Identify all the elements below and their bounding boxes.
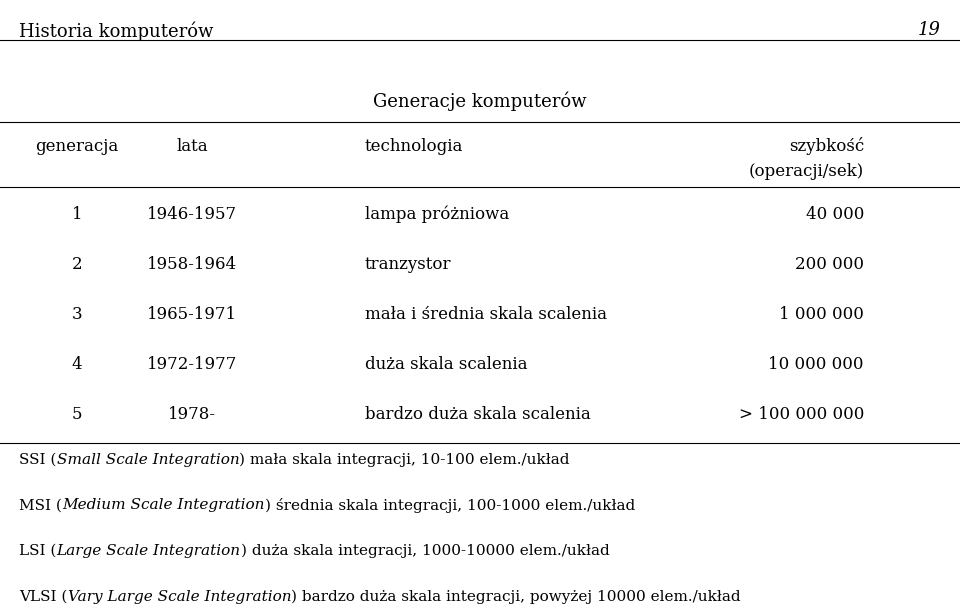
Text: Historia komputerów: Historia komputerów bbox=[19, 21, 213, 41]
Text: 1 000 000: 1 000 000 bbox=[780, 306, 864, 323]
Text: 1978-: 1978- bbox=[168, 406, 216, 423]
Text: ) bardzo duża skala integracji, powyżej 10000 elem./układ: ) bardzo duża skala integracji, powyżej … bbox=[291, 590, 741, 604]
Text: 40 000: 40 000 bbox=[805, 206, 864, 223]
Text: 1: 1 bbox=[71, 206, 83, 223]
Text: Medium Scale Integration: Medium Scale Integration bbox=[62, 499, 265, 512]
Text: 1972-1977: 1972-1977 bbox=[147, 356, 237, 373]
Text: duża skala scalenia: duża skala scalenia bbox=[365, 356, 527, 373]
Text: bardzo duża skala scalenia: bardzo duża skala scalenia bbox=[365, 406, 590, 423]
Text: LSI (: LSI ( bbox=[19, 544, 57, 558]
Text: lata: lata bbox=[177, 138, 207, 155]
Text: 4: 4 bbox=[71, 356, 83, 373]
Text: tranzystor: tranzystor bbox=[365, 256, 451, 273]
Text: VLSI (: VLSI ( bbox=[19, 590, 67, 604]
Text: mała i średnia skala scalenia: mała i średnia skala scalenia bbox=[365, 306, 607, 323]
Text: 200 000: 200 000 bbox=[795, 256, 864, 273]
Text: MSI (: MSI ( bbox=[19, 499, 62, 512]
Text: ) mała skala integracji, 10-100 elem./układ: ) mała skala integracji, 10-100 elem./uk… bbox=[239, 452, 570, 467]
Text: Generacje komputerów: Generacje komputerów bbox=[373, 91, 587, 111]
Text: generacja: generacja bbox=[36, 138, 118, 155]
Text: Large Scale Integration: Large Scale Integration bbox=[57, 544, 241, 558]
Text: 10 000 000: 10 000 000 bbox=[769, 356, 864, 373]
Text: SSI (: SSI ( bbox=[19, 453, 57, 466]
Text: 1946-1957: 1946-1957 bbox=[147, 206, 237, 223]
Text: > 100 000 000: > 100 000 000 bbox=[738, 406, 864, 423]
Text: (operacji/sek): (operacji/sek) bbox=[749, 163, 864, 180]
Text: Small Scale Integration: Small Scale Integration bbox=[57, 453, 239, 466]
Text: technologia: technologia bbox=[365, 138, 463, 155]
Text: 3: 3 bbox=[71, 306, 83, 323]
Text: Vary Large Scale Integration: Vary Large Scale Integration bbox=[67, 590, 291, 604]
Text: lampa próżniowa: lampa próżniowa bbox=[365, 206, 509, 223]
Text: 1965-1971: 1965-1971 bbox=[147, 306, 237, 323]
Text: 5: 5 bbox=[72, 406, 82, 423]
Text: ) duża skala integracji, 1000-10000 elem./układ: ) duża skala integracji, 1000-10000 elem… bbox=[241, 544, 610, 558]
Text: 2: 2 bbox=[71, 256, 83, 273]
Text: szybkość: szybkość bbox=[789, 137, 864, 155]
Text: 19: 19 bbox=[918, 21, 941, 40]
Text: 1958-1964: 1958-1964 bbox=[147, 256, 237, 273]
Text: ) średnia skala integracji, 100-1000 elem./układ: ) średnia skala integracji, 100-1000 ele… bbox=[265, 498, 635, 513]
